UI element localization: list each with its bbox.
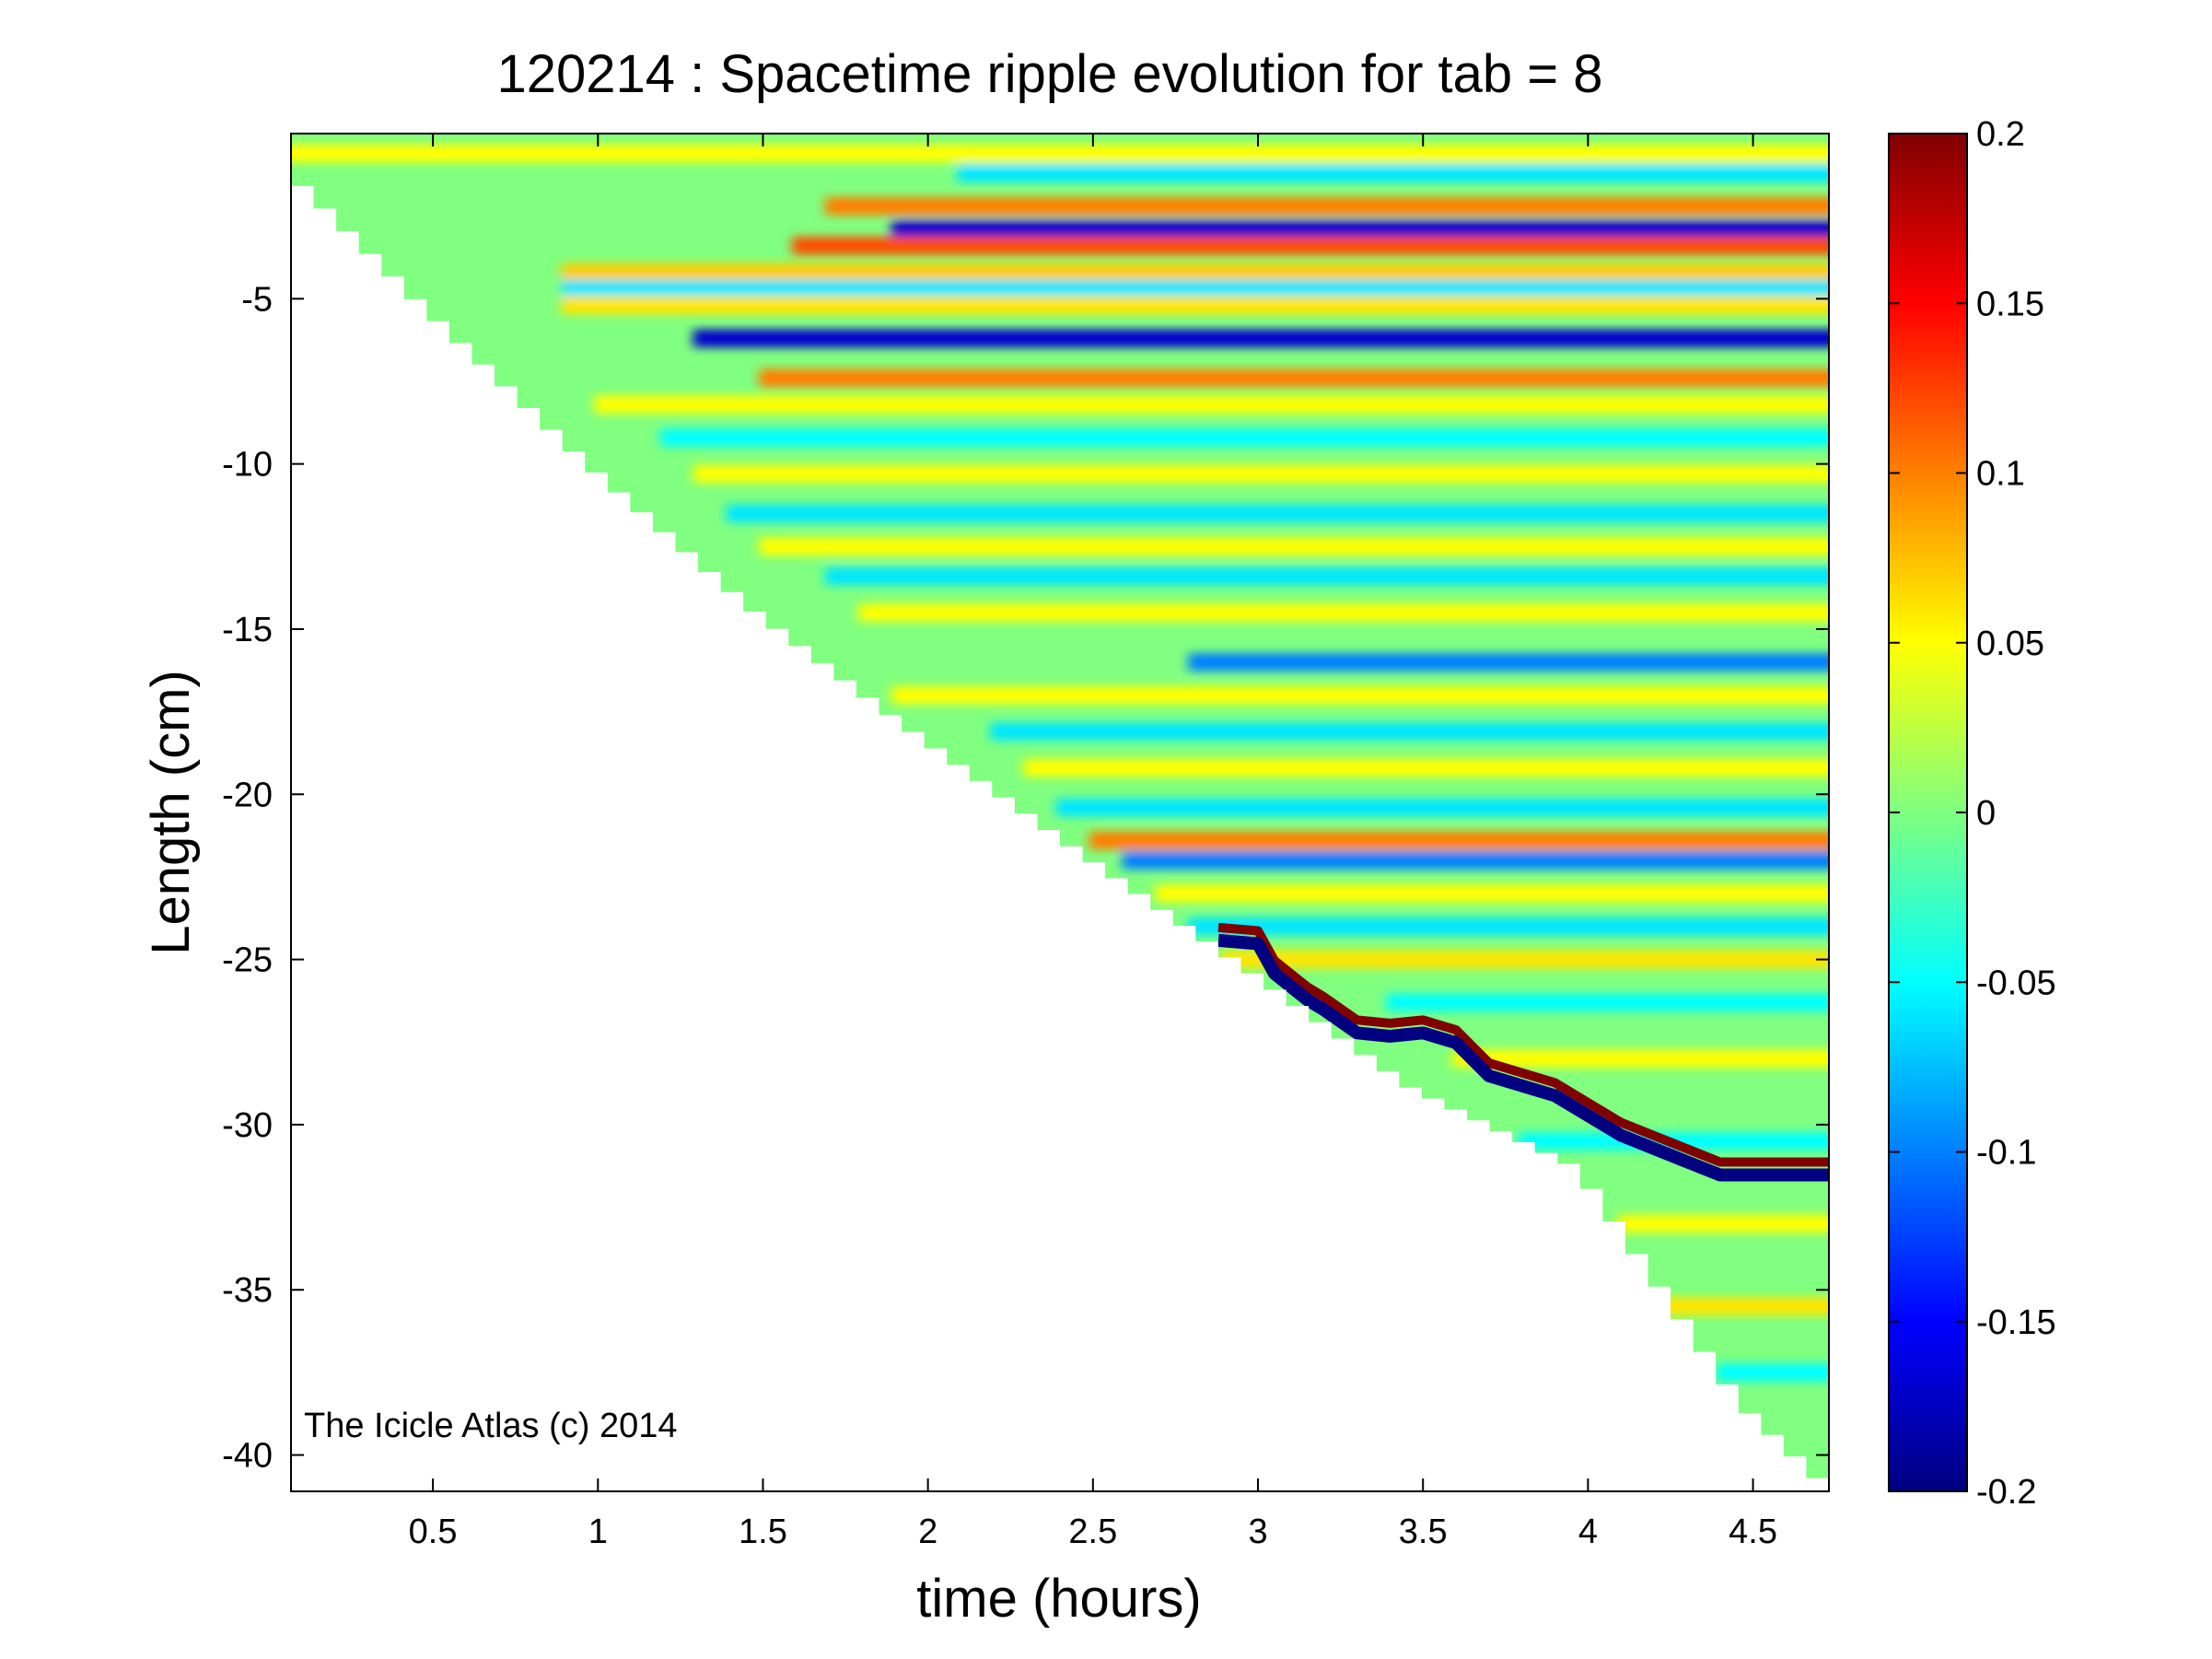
- ripple-band: [659, 428, 1829, 447]
- y-axis: -5 -10 -15 -20 -25 -30 -35 -40: [222, 280, 1829, 1476]
- ripple-band: [1023, 758, 1829, 777]
- colorbar-tick-label: 0.05: [1976, 625, 2044, 663]
- ripple-band: [1188, 652, 1829, 672]
- ripple-band: [693, 329, 1829, 348]
- ripple-band: [824, 567, 1829, 586]
- ripple-band: [1716, 1363, 1829, 1382]
- colorbar-gradient: [1888, 133, 1968, 1492]
- y-tick-label: -30: [222, 1106, 273, 1145]
- tip-trace-blue: [1217, 933, 1829, 1182]
- y-tick-label: -40: [222, 1437, 273, 1476]
- colorbar: 0.2 0.15 0.1 0.05 0 -0.05 -0.1 -0.15 -0.2: [1888, 115, 2056, 1512]
- x-tick-label: 4.5: [1729, 1513, 1777, 1551]
- colorbar-tick-label: -0.05: [1976, 964, 2056, 1002]
- ripple-bands: [291, 144, 1829, 1382]
- ripple-band: [1386, 993, 1829, 1012]
- colorbar-ticks: 0.2 0.15 0.1 0.05 0 -0.05 -0.1 -0.15 -0.2: [1889, 115, 2056, 1512]
- ripple-band: [824, 197, 1829, 216]
- ripple-band: [1188, 917, 1829, 936]
- ripple-band: [561, 263, 1829, 282]
- ripple-band: [1649, 1297, 1829, 1316]
- plot-frame: [290, 133, 1830, 1492]
- x-tick-label: 4: [1578, 1513, 1598, 1551]
- ripple-band: [759, 537, 1829, 556]
- colorbar-tick-label: 0.2: [1976, 115, 2025, 154]
- ripple-band: [1089, 831, 1829, 850]
- x-axis: 0.5 1 1.5 2 2.5 3 3.5 4 4.5: [409, 134, 1777, 1551]
- ripple-band: [957, 164, 1829, 182]
- ripple-band: [1055, 798, 1829, 817]
- ripple-band: [693, 464, 1829, 484]
- colorbar-tick-label: 0.15: [1976, 285, 2044, 323]
- colorbar-tick-label: -0.1: [1976, 1134, 2036, 1173]
- y-tick-label: -10: [222, 446, 273, 485]
- colorbar-tick-label: 0.1: [1976, 455, 2025, 494]
- ripple-band: [792, 237, 1829, 255]
- y-tick-label: -25: [222, 941, 273, 980]
- colorbar-tick-label: 0: [1976, 794, 1996, 833]
- y-axis-label: Length (cm): [141, 670, 201, 954]
- colorbar-tick-label: -0.2: [1976, 1473, 2036, 1512]
- ripple-band: [891, 220, 1829, 239]
- ripple-band: [291, 144, 1829, 163]
- ripple-band: [561, 279, 1829, 298]
- x-axis-label: time (hours): [916, 1569, 1201, 1629]
- tip-trace: [1217, 922, 1829, 1182]
- y-tick-label: -15: [222, 611, 273, 649]
- x-tick-label: 2: [918, 1513, 937, 1551]
- ripple-band: [561, 296, 1829, 315]
- ripple-band: [990, 722, 1829, 741]
- ripple-band: [857, 603, 1829, 622]
- ripple-band: [1221, 950, 1829, 969]
- heatmap-data: [291, 134, 1829, 1478]
- ripple-band: [1451, 1049, 1829, 1069]
- watermark-text: The Icicle Atlas (c) 2014: [304, 1407, 678, 1445]
- x-tick-label: 2.5: [1068, 1513, 1117, 1551]
- ripple-band: [1617, 1214, 1829, 1233]
- y-tick-label: -35: [222, 1271, 273, 1310]
- ripple-band: [1155, 884, 1829, 903]
- x-tick-label: 3.5: [1399, 1513, 1448, 1551]
- ripple-band: [726, 504, 1829, 523]
- x-tick-label: 1: [588, 1513, 608, 1551]
- ripple-band: [594, 395, 1829, 414]
- ripple-band: [1122, 851, 1829, 870]
- plot-area: [291, 134, 1829, 1478]
- x-tick-label: 3: [1248, 1513, 1267, 1551]
- y-tick-label: -5: [241, 280, 273, 319]
- ripple-band: [759, 368, 1829, 388]
- y-tick-label: -20: [222, 776, 273, 814]
- x-tick-label: 0.5: [409, 1513, 458, 1551]
- x-tick-label: 1.5: [739, 1513, 787, 1551]
- tip-trace-red: [1217, 922, 1829, 1167]
- ripple-band: [891, 685, 1829, 705]
- colorbar-tick-label: -0.15: [1976, 1303, 2056, 1342]
- chart-title: 120214 : Spacetime ripple evolution for …: [496, 44, 1602, 104]
